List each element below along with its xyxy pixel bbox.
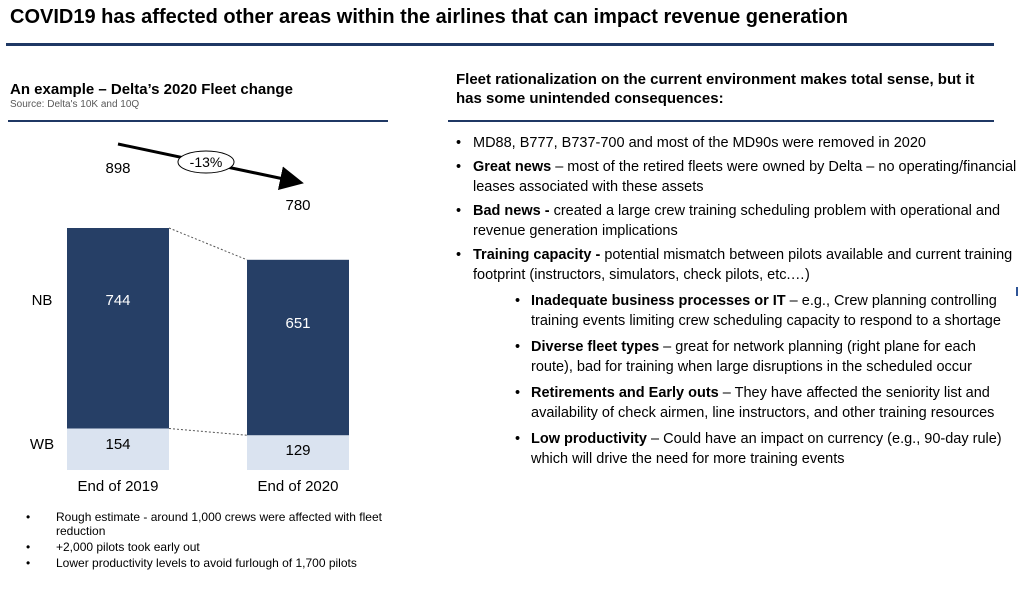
title-divider [6,43,994,46]
connector-top [168,227,248,261]
bullet-item: Great news – most of the retired fleets … [456,157,1021,197]
row-label-nb: NB [32,292,53,309]
wb-value-2020: 129 [285,442,310,459]
sub-bullet-text: – great for network planning (right plan… [531,339,976,375]
bullet-item: Bad news - created a large crew training… [456,201,1021,241]
bullet-text: MD88, B777, B737-700 and most of the MD9… [473,135,926,151]
sub-bullet-text: – e.g., Crew planning controlling traini… [531,293,1001,329]
sub-bullet-bold: Low productivity [531,431,647,447]
fleet-chart: -13% 898 780 NB WB 744 651 154 129 End o… [30,142,349,495]
sub-bullet-item: Retirements and Early outs – They have a… [473,383,1021,423]
bullet-item: Training capacity - potential mismatch b… [456,245,1021,469]
bar-wb-1 [247,435,349,470]
right-heading: Fleet rationalization on the current env… [456,71,975,107]
bullet-item: MD88, B777, B737-700 and most of the MD9… [456,133,1021,153]
bar-wb-0 [67,428,169,470]
chart-source: Source: Delta's 10K and 10Q [10,99,140,110]
sub-bullet-item: Diverse fleet types – great for network … [473,337,1021,377]
note-item: +2,000 pilots took early out [22,540,422,554]
bullet-text: – most of the retired fleets were owned … [473,159,1017,195]
bullet-text: potential mismatch between pilots availa… [473,247,1013,283]
sub-bullet-text: – They have affected the seniority list … [531,385,995,421]
left-notes: Rough estimate - around 1,000 crews were… [22,510,422,572]
change-label: -13% [190,154,223,170]
note-item: Lower productivity levels to avoid furlo… [22,556,422,570]
nb-value-2019: 744 [105,292,130,309]
bullet-bold: Great news [473,159,552,175]
bar-nb-1 [247,259,349,436]
sub-bullet-bold: Retirements and Early outs [531,385,719,401]
total-label-2020: 780 [285,197,310,214]
sub-bullet-text: – Could have an impact on currency (e.g.… [531,431,1002,467]
edge-mark [1016,287,1018,296]
sub-bullet-bold: Inadequate business processes or IT [531,293,786,309]
total-label-2019: 898 [105,160,130,177]
bullet-bold: Bad news - [473,203,550,219]
bar-nb-0 [67,228,169,429]
sub-bullet-item: Low productivity – Could have an impact … [473,429,1021,469]
sub-bullet-bold: Diverse fleet types [531,339,660,355]
left-header: An example – Delta’s 2020 Fleet change S… [10,81,293,110]
row-label-wb: WB [30,436,54,453]
page-title: COVID19 has affected other areas within … [10,6,849,28]
bullet-text: created a large crew training scheduling… [473,203,1001,239]
note-item: Rough estimate - around 1,000 crews were… [22,510,422,538]
wb-value-2019: 154 [105,436,130,453]
connector-mid [168,428,248,436]
left-divider [8,120,388,122]
sub-bullets: Inadequate business processes or IT – e.… [473,291,1021,469]
right-bullets: MD88, B777, B737-700 and most of the MD9… [456,133,1021,475]
category-label-2020: End of 2020 [258,478,339,495]
right-divider [448,120,994,122]
change-badge [177,150,235,174]
category-label-2019: End of 2019 [78,478,159,495]
nb-value-2020: 651 [285,315,310,332]
sub-bullet-item: Inadequate business processes or IT – e.… [473,291,1021,331]
chart-section-title: An example – Delta’s 2020 Fleet change [10,81,293,98]
bullet-bold: Training capacity - [473,247,601,263]
